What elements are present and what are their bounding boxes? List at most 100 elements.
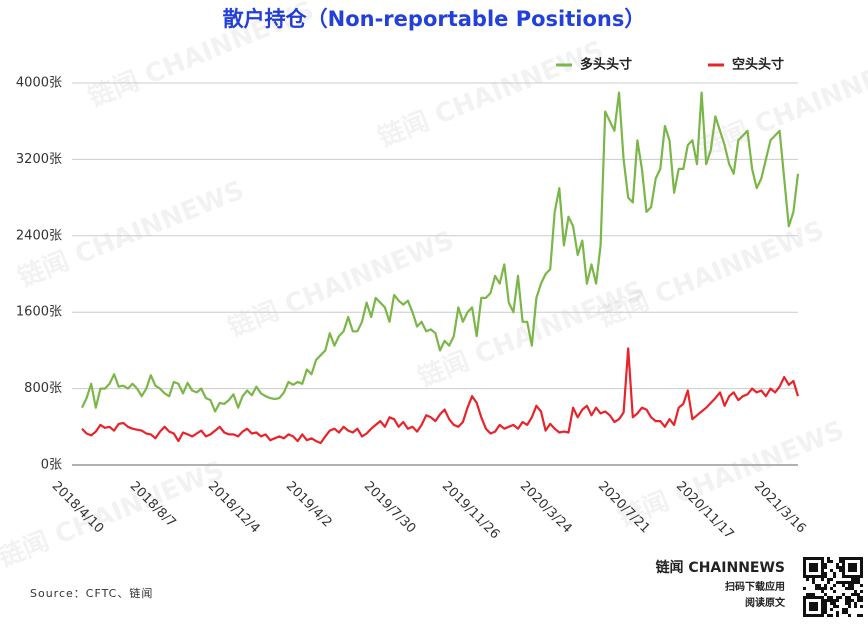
qr-cell	[848, 614, 851, 617]
qr-cell	[806, 578, 809, 581]
qr-cell	[860, 572, 863, 575]
qr-cell	[854, 605, 857, 608]
qr-cell	[839, 569, 842, 572]
qr-cell	[821, 572, 824, 575]
source: Source：CFTC、链闻	[30, 586, 153, 600]
qr-cell	[839, 557, 842, 560]
qr-cell	[857, 614, 860, 617]
qr-cell	[815, 614, 818, 617]
qr-cell	[809, 557, 812, 560]
qr-cell	[854, 557, 857, 560]
qr-cell	[812, 557, 815, 560]
qr-cell	[854, 593, 857, 596]
qr-cell	[803, 614, 806, 617]
qr-cell	[851, 581, 854, 584]
qr-cell	[830, 608, 833, 611]
qr-cell	[860, 584, 863, 587]
qr-cell	[812, 578, 815, 581]
qr-cell	[830, 569, 833, 572]
qr-cell	[827, 614, 830, 617]
qr-cell	[845, 557, 848, 560]
qr-cell	[848, 599, 851, 602]
qr-cell	[833, 572, 836, 575]
x-tick-label: 2019/7/30	[361, 479, 419, 537]
y-tick-label: 1600张	[16, 305, 62, 320]
qr-cell	[830, 599, 833, 602]
qr-cell	[851, 587, 854, 590]
qr-cell	[815, 608, 818, 611]
qr-cell	[857, 557, 860, 560]
qr-cell	[836, 563, 839, 566]
qr-cell	[842, 581, 845, 584]
qr-cell	[833, 590, 836, 593]
qr-cell	[824, 566, 827, 569]
qr-cell	[833, 599, 836, 602]
qr-cell	[845, 602, 848, 605]
qr-cell	[830, 587, 833, 590]
qr-cell	[842, 572, 845, 575]
y-tick-label: 3200张	[16, 152, 62, 167]
qr-cell	[803, 587, 806, 590]
qr-cell	[809, 608, 812, 611]
qr-cell	[854, 569, 857, 572]
watermark: 链闻 CHAINNEWS	[84, 0, 318, 113]
legend-label: 多头头寸	[580, 57, 632, 73]
qr-cell	[803, 563, 806, 566]
qr-cell	[815, 563, 818, 566]
qr-cell	[809, 605, 812, 608]
qr-cell	[815, 605, 818, 608]
qr-cell	[821, 614, 824, 617]
qr-cell	[806, 557, 809, 560]
qr-cell	[821, 569, 824, 572]
qr-cell	[860, 596, 863, 599]
qr-cell	[803, 560, 806, 563]
qr-cell	[815, 596, 818, 599]
qr-cell	[860, 563, 863, 566]
qr-cell	[860, 599, 863, 602]
qr-cell	[833, 584, 836, 587]
qr-cell	[821, 563, 824, 566]
qr-cell	[821, 587, 824, 590]
qr-cell	[812, 581, 815, 584]
qr-cell	[815, 602, 818, 605]
y-tick-label: 0张	[41, 458, 62, 473]
chart-title: 散户持仓（Non-reportable Positions）	[223, 7, 646, 31]
qr-cell	[857, 599, 860, 602]
qr-cell	[830, 602, 833, 605]
x-tick-label: 2019/11/26	[439, 479, 503, 543]
qr-cell	[860, 614, 863, 617]
qr-cell	[803, 572, 806, 575]
qr-code	[803, 557, 863, 617]
qr-cell	[806, 596, 809, 599]
qr-cell	[827, 581, 830, 584]
qr-cell	[821, 557, 824, 560]
qr-cell	[824, 587, 827, 590]
qr-cell	[851, 578, 854, 581]
qr-cell	[860, 575, 863, 578]
qr-cell	[839, 596, 842, 599]
qr-cell	[845, 575, 848, 578]
qr-cell	[803, 557, 806, 560]
qr-cell	[818, 614, 821, 617]
qr-cell	[842, 584, 845, 587]
qr-cell	[845, 611, 848, 614]
qr-cell	[827, 599, 830, 602]
qr-cell	[815, 557, 818, 560]
qr-cell	[824, 605, 827, 608]
qr-cell	[809, 575, 812, 578]
qr-cell	[833, 602, 836, 605]
qr-cell	[848, 584, 851, 587]
x-tick-label: 2021/3/16	[751, 479, 809, 537]
qr-cell	[851, 566, 854, 569]
qr-cell	[854, 602, 857, 605]
brand-line: 阅读原文	[745, 596, 786, 609]
qr-cell	[860, 590, 863, 593]
qr-cell	[827, 578, 830, 581]
qr-cell	[815, 569, 818, 572]
qr-cell	[857, 596, 860, 599]
qr-cell	[818, 584, 821, 587]
qr-cell	[830, 614, 833, 617]
qr-cell	[857, 581, 860, 584]
